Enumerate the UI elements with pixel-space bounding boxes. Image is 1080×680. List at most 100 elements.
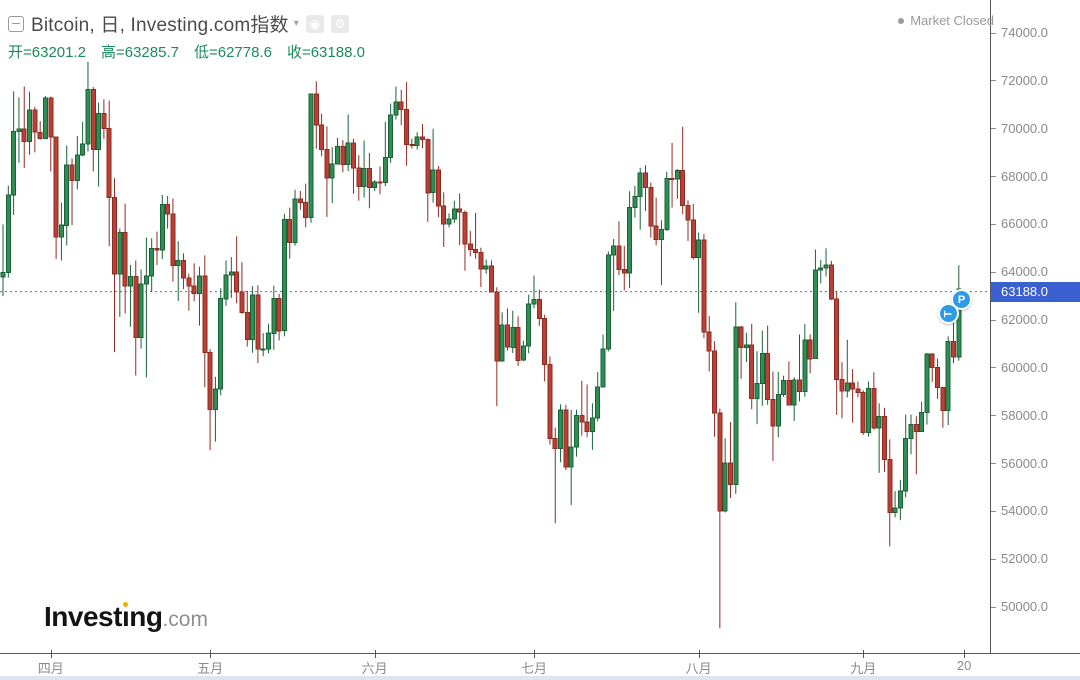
candle: [807, 334, 813, 374]
candle: [478, 247, 484, 287]
candle: [536, 289, 542, 326]
candle: [335, 137, 340, 165]
candle: [717, 408, 723, 629]
candle: [165, 196, 171, 229]
candle: [897, 479, 903, 521]
candle: [80, 121, 86, 157]
candle: [329, 147, 335, 204]
ohlc-high: 高=63285.7: [100, 44, 179, 61]
tool-marker-badge[interactable]: T: [938, 303, 959, 324]
y-axis-label: 70000.0: [1001, 120, 1048, 136]
y-axis-tick: [991, 319, 996, 321]
candle: [441, 192, 447, 247]
ohlc-close: 收=63188.0: [286, 44, 365, 61]
candle: [122, 203, 128, 314]
candle: [483, 259, 489, 274]
y-axis-tick: [991, 128, 996, 130]
candle: [101, 99, 107, 139]
candle: [621, 245, 627, 291]
candle: [48, 96, 54, 172]
candle: [138, 269, 144, 349]
candle: [919, 401, 925, 432]
candle: [616, 221, 622, 275]
y-axis-label: 56000.0: [1001, 455, 1048, 471]
candle: [563, 404, 569, 470]
chevron-down-icon[interactable]: ▾: [293, 18, 299, 29]
candle: [648, 182, 654, 238]
candle: [520, 340, 526, 362]
candle: [542, 314, 548, 382]
candle: [945, 336, 951, 425]
x-axis-label: 七月: [520, 661, 548, 676]
investing-logo: Investıng.com: [44, 601, 208, 633]
settings-button[interactable]: ⚙: [330, 14, 349, 33]
candle: [388, 103, 394, 163]
candle: [191, 263, 197, 302]
candle: [96, 102, 102, 187]
price-axis[interactable]: 63188.0 74000.0 72000.0 70000.0 68000.0 6600…: [990, 0, 1080, 653]
price-alert-badge[interactable]: P: [951, 289, 972, 310]
candle: [643, 165, 648, 211]
candle: [143, 237, 149, 378]
y-axis-tick: [991, 367, 996, 369]
candle: [197, 266, 202, 326]
collapse-panel-icon[interactable]: [8, 15, 24, 32]
candle: [382, 121, 388, 187]
candle: [775, 371, 781, 438]
candle: [473, 212, 479, 259]
y-axis-tick: [991, 176, 996, 177]
candle: [908, 414, 914, 455]
candle: [154, 231, 160, 265]
candle: [69, 158, 75, 225]
candle: [90, 87, 96, 172]
candle: [892, 491, 898, 518]
candle: [37, 121, 43, 140]
candle: [64, 145, 70, 246]
candle: [770, 371, 776, 461]
screenshot-button[interactable]: ◉: [305, 14, 324, 33]
y-axis-label: 52000.0: [1001, 551, 1048, 567]
candle: [451, 200, 457, 224]
candle: [11, 91, 17, 216]
y-axis-label: 72000.0: [1001, 72, 1048, 88]
candle: [303, 183, 309, 228]
candle: [690, 204, 696, 260]
candle: [823, 248, 829, 277]
x-axis-tick: [534, 650, 535, 658]
candle: [112, 178, 117, 353]
x-axis-label: 20: [956, 658, 972, 673]
candle: [266, 323, 271, 354]
candle: [653, 197, 659, 246]
candle: [377, 166, 383, 195]
candle: [425, 138, 431, 222]
candle: [16, 97, 22, 163]
tool-marker-badge-label: T: [942, 310, 955, 317]
y-axis-tick: [991, 80, 996, 82]
candle: [589, 403, 595, 450]
bottom-page-strip: [0, 676, 1080, 680]
candle: [850, 369, 856, 423]
chart-header: Bitcoin, 日, Investing.com指数 ▾ ◉ ⚙: [8, 10, 349, 37]
y-axis-label: 60000.0: [1001, 359, 1048, 375]
y-axis-label: 62000.0: [1001, 312, 1048, 327]
candle: [117, 228, 123, 317]
market-status: Market Closed: [898, 13, 994, 28]
candle: [722, 438, 728, 513]
y-axis-tick: [991, 463, 996, 464]
symbol-title[interactable]: Bitcoin, 日, Investing.com指数: [31, 15, 289, 36]
time-axis[interactable]: 四月 五月 六月 七月 八月 九月 20: [0, 650, 1080, 677]
candle: [733, 302, 739, 494]
x-axis-label: 四月: [37, 661, 64, 676]
candle: [74, 136, 80, 190]
candle: [149, 238, 155, 292]
candle: [749, 323, 755, 410]
candle: [324, 126, 330, 217]
candle: [58, 202, 64, 261]
candlestick-plot[interactable]: [0, 0, 990, 653]
candle: [255, 285, 261, 364]
y-axis-tick: [991, 271, 996, 273]
candle: [637, 167, 643, 230]
candle: [844, 339, 850, 398]
candle: [404, 82, 410, 166]
